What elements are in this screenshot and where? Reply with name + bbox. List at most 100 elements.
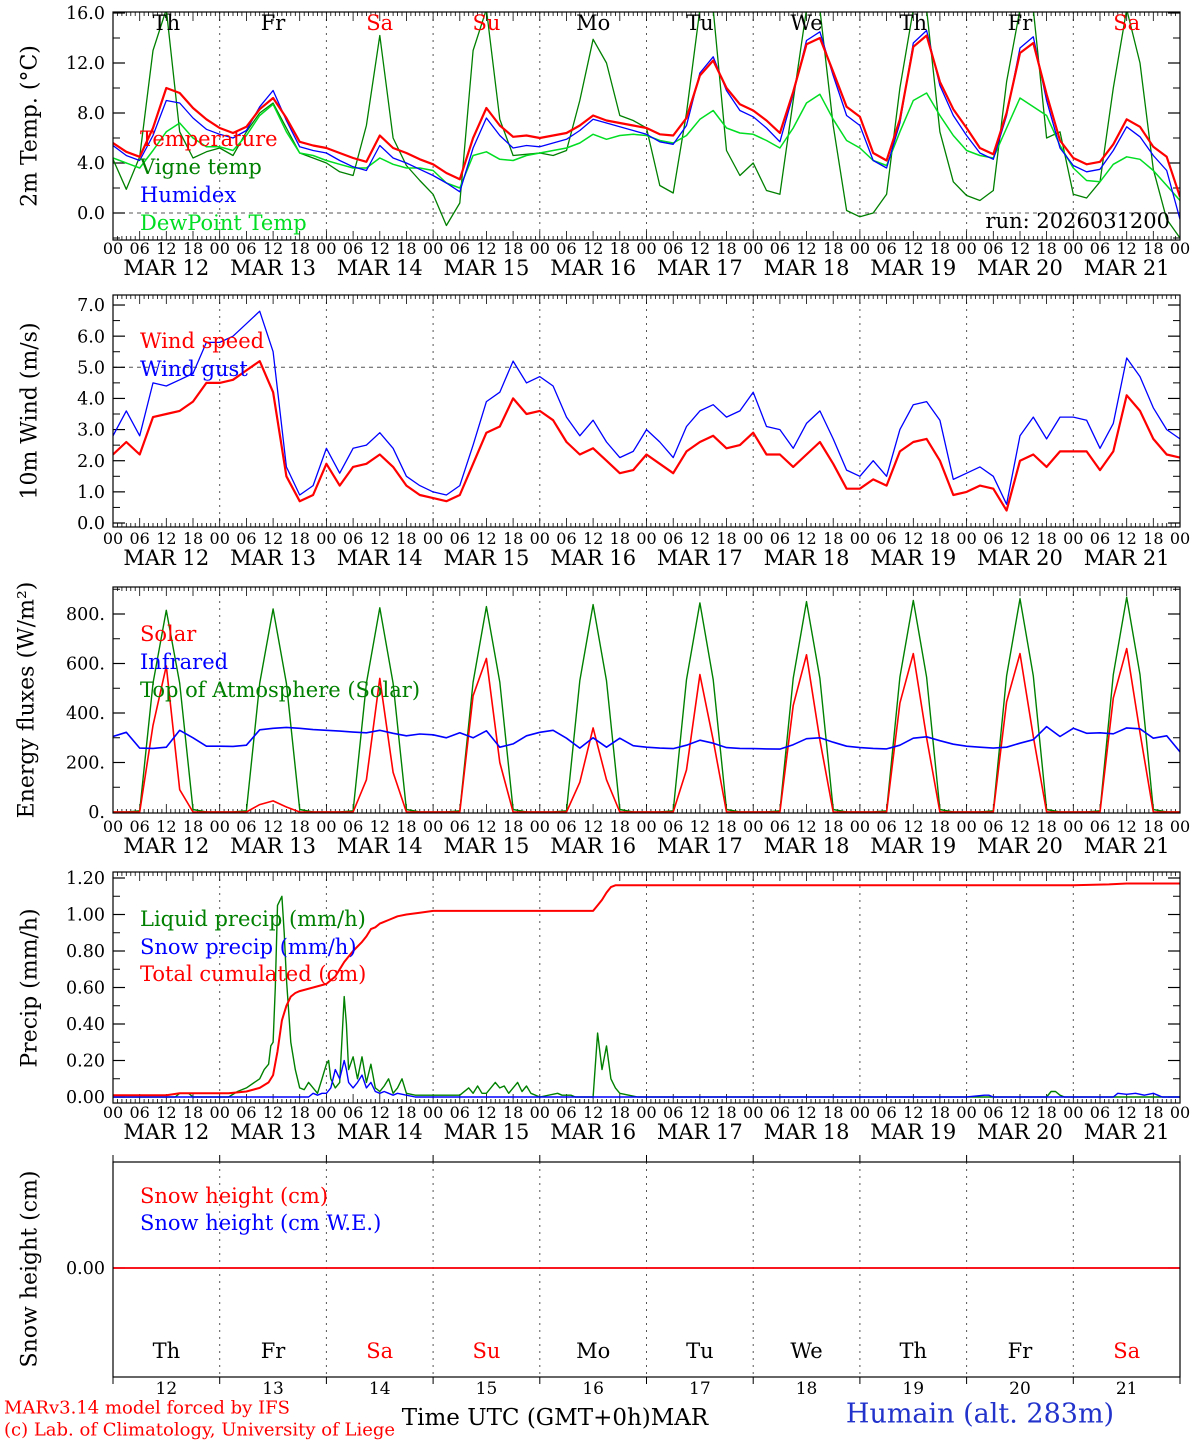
hour-label: 18 [183, 817, 203, 836]
hour-label: 00 [103, 529, 123, 548]
day-number-label: 12 [156, 1379, 178, 1399]
hour-label: 18 [503, 239, 523, 258]
date-label: MAR 13 [230, 1120, 316, 1144]
hour-label: 18 [716, 529, 736, 548]
hour-label: 06 [556, 529, 576, 548]
hour-label: 12 [156, 529, 176, 548]
date-label: MAR 12 [123, 256, 209, 280]
ytick-label: 1.0 [77, 483, 105, 503]
hour-label: 12 [370, 1103, 390, 1122]
hour-label: 00 [423, 1103, 443, 1122]
day-number-label: 21 [1116, 1379, 1138, 1399]
hour-label: 00 [103, 239, 123, 258]
legend-dewpoint-temp: DewPoint Temp [140, 211, 307, 235]
ytick-label: 1.20 [66, 869, 105, 889]
hour-label: 06 [663, 817, 683, 836]
date-label: MAR 20 [977, 834, 1063, 858]
hour-label: 06 [770, 1103, 790, 1122]
hour-label: 00 [423, 239, 443, 258]
xaxis-title: Time UTC (GMT+0h)MAR [401, 1405, 709, 1431]
date-label: MAR 15 [444, 256, 530, 280]
day-name-label: Th [899, 11, 927, 35]
hour-label: 12 [156, 1103, 176, 1122]
hour-label: 00 [956, 239, 976, 258]
hour-label: 00 [530, 529, 550, 548]
day-name-label: Mo [576, 1339, 610, 1363]
day-name-label: Su [472, 11, 500, 35]
hour-label: 00 [316, 239, 336, 258]
hour-label: 12 [263, 239, 283, 258]
hour-label: 18 [610, 239, 630, 258]
hour-label: 18 [610, 529, 630, 548]
legend-snow-height: Snow height (cm) [140, 1184, 329, 1208]
hour-label: 00 [956, 529, 976, 548]
hour-label: 18 [183, 239, 203, 258]
hour-label: 18 [503, 529, 523, 548]
hour-label: 00 [1063, 529, 1083, 548]
hour-label: 00 [1063, 1103, 1083, 1122]
ytick-label: 12.0 [66, 54, 105, 74]
hour-label: 00 [210, 1103, 230, 1122]
hour-label: 12 [1010, 529, 1030, 548]
hour-label: 06 [663, 529, 683, 548]
date-label: MAR 14 [337, 546, 423, 570]
hour-label: 18 [290, 1103, 310, 1122]
hour-label: 12 [263, 1103, 283, 1122]
hour-label: 18 [396, 1103, 416, 1122]
hour-label: 06 [876, 1103, 896, 1122]
date-label: MAR 18 [764, 256, 850, 280]
hour-label: 18 [1143, 1103, 1163, 1122]
energy-fluxes-panel: 0. 200. 400. 600. 800. 00 06 12 18 00 06 12 18 00 06 12… [66, 586, 1190, 858]
hour-label: 06 [343, 1103, 363, 1122]
hour-label: 18 [716, 817, 736, 836]
hour-label: 00 [956, 817, 976, 836]
day-number-label: 19 [902, 1379, 924, 1399]
hour-label: 12 [370, 529, 390, 548]
legend-liquid-precip: Liquid precip (mm/h) [140, 907, 366, 931]
hour-label: 00 [1170, 239, 1190, 258]
hour-label: 18 [183, 1103, 203, 1122]
hour-label: 00 [423, 529, 443, 548]
date-label: MAR 19 [870, 256, 956, 280]
ytick-label: 0.00 [66, 1088, 105, 1108]
legend-wind-speed: Wind speed [140, 329, 265, 353]
ytick-label: 4.0 [77, 390, 105, 410]
date-label: MAR 20 [977, 256, 1063, 280]
hour-label: 12 [583, 239, 603, 258]
yaxis-title-precip: Precip (mm/h) [17, 908, 43, 1068]
temperature-panel: 0.0 4.0 8.0 12.0 16.0 00 06 12 18 00 06 12 18 00 06 12 1… [66, 4, 1190, 280]
legend-solar: Solar [140, 622, 197, 646]
hour-label: 12 [156, 817, 176, 836]
hour-label: 00 [210, 817, 230, 836]
hour-label: 00 [1170, 529, 1190, 548]
hour-label: 18 [290, 239, 310, 258]
series-total-cumulated [113, 882, 1180, 1097]
date-label: MAR 19 [870, 834, 956, 858]
hour-label: 06 [876, 239, 896, 258]
hour-label: 06 [129, 529, 149, 548]
hour-label: 06 [450, 529, 470, 548]
hour-label: 06 [663, 239, 683, 258]
hour-label: 12 [476, 239, 496, 258]
ytick-label: 0. [88, 803, 105, 823]
hour-label: 00 [636, 239, 656, 258]
legend-humidex: Humidex [140, 183, 237, 207]
hour-label: 06 [236, 239, 256, 258]
day-name-label: Fr [261, 1339, 287, 1363]
hour-label: 06 [983, 239, 1003, 258]
hour-label: 00 [316, 529, 336, 548]
hour-label: 12 [796, 817, 816, 836]
hour-label: 12 [370, 817, 390, 836]
hour-label: 12 [583, 1103, 603, 1122]
date-label: MAR 21 [1084, 1120, 1170, 1144]
hour-label: 18 [290, 817, 310, 836]
hour-label: 00 [743, 239, 763, 258]
hour-label: 00 [850, 239, 870, 258]
hour-label: 06 [343, 239, 363, 258]
ytick-label: 7.0 [77, 296, 105, 316]
hour-label: 12 [583, 817, 603, 836]
hour-label: 00 [530, 1103, 550, 1122]
hour-label: 18 [823, 1103, 843, 1122]
